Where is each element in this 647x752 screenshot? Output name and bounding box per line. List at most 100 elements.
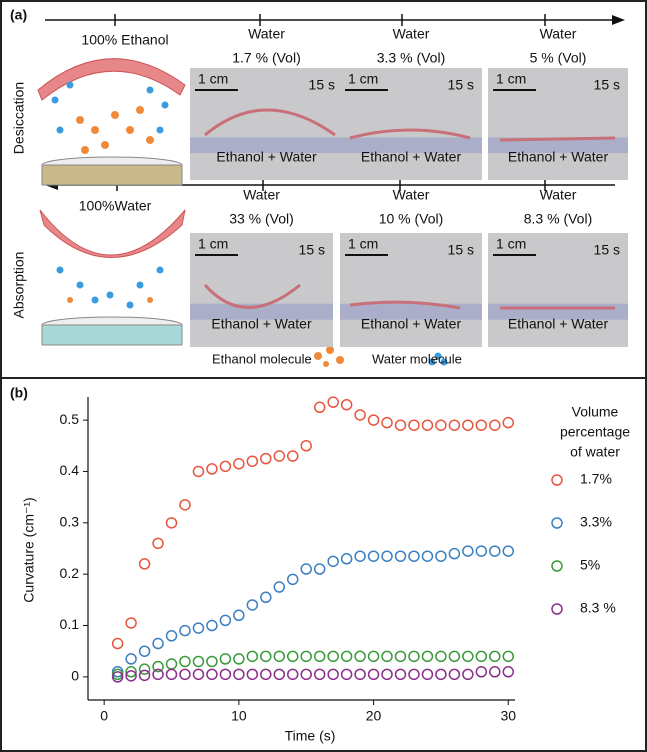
legend-title: percentage	[560, 424, 630, 440]
y-tick-label: 0.1	[60, 616, 80, 632]
data-point	[369, 551, 379, 561]
data-point	[207, 464, 217, 474]
data-point	[315, 564, 325, 574]
data-point	[288, 451, 298, 461]
volume-label: 5 % (Vol)	[530, 50, 587, 66]
data-point	[207, 656, 217, 666]
data-point	[503, 667, 513, 677]
scale-label: 1 cm	[198, 71, 228, 87]
arrow-head	[612, 15, 625, 25]
sample	[500, 138, 615, 140]
scale-label: 1 cm	[496, 71, 526, 87]
data-point	[396, 551, 406, 561]
data-point	[234, 669, 244, 679]
data-point	[342, 651, 352, 661]
data-point	[328, 651, 338, 661]
data-point	[355, 669, 365, 679]
data-point	[261, 651, 271, 661]
data-point	[247, 600, 257, 610]
data-point	[396, 669, 406, 679]
data-point	[180, 669, 190, 679]
data-point	[261, 454, 271, 464]
legend-title: Volume	[572, 404, 619, 420]
time-label: 15 s	[448, 77, 474, 93]
data-point	[490, 667, 500, 677]
data-point	[234, 654, 244, 664]
panel-label: (a)	[10, 7, 27, 23]
legend-label: 5%	[580, 557, 600, 573]
data-point	[422, 669, 432, 679]
data-point	[220, 669, 230, 679]
panel-label: (b)	[10, 385, 28, 401]
time-label: 15 s	[448, 242, 474, 258]
data-point	[476, 651, 486, 661]
water-label: Water	[540, 187, 577, 203]
figure: (a) 100% Ethanol Desiccation 100%Water A…	[0, 0, 647, 752]
caption: Ethanol + Water	[216, 149, 317, 165]
data-point	[301, 669, 311, 679]
water-label: Water	[393, 187, 430, 203]
y-tick-label: 0.2	[60, 565, 80, 581]
data-point	[382, 551, 392, 561]
data-point	[409, 420, 419, 430]
data-point	[436, 551, 446, 561]
data-point	[274, 451, 284, 461]
data-point	[503, 546, 513, 556]
caption: Ethanol + Water	[508, 316, 609, 332]
data-point	[126, 654, 136, 664]
caption: Ethanol + Water	[508, 149, 609, 165]
volume-label: 8.3 % (Vol)	[524, 211, 592, 227]
dish	[42, 165, 182, 185]
data-point	[382, 418, 392, 428]
data-point	[396, 420, 406, 430]
data-point	[328, 669, 338, 679]
data-point	[193, 466, 203, 476]
data-point	[436, 669, 446, 679]
data-point	[490, 651, 500, 661]
volume-label: 3.3 % (Vol)	[377, 50, 445, 66]
data-point	[422, 420, 432, 430]
time-label: 15 s	[594, 77, 620, 93]
start-label: 100% Ethanol	[81, 32, 168, 48]
water-label: Water	[243, 187, 280, 203]
data-point	[463, 546, 473, 556]
data-point	[247, 651, 257, 661]
data-point	[140, 559, 150, 569]
data-point	[382, 669, 392, 679]
data-point	[436, 651, 446, 661]
legend-label: 3.3%	[580, 514, 612, 530]
caption: Ethanol + Water	[361, 316, 462, 332]
data-point	[422, 651, 432, 661]
legend-label: Water molecule	[372, 351, 462, 366]
data-point	[369, 651, 379, 661]
data-point	[328, 397, 338, 407]
data-point	[274, 669, 284, 679]
data-point	[449, 420, 459, 430]
data-point	[396, 651, 406, 661]
x-tick-label: 30	[500, 708, 516, 724]
data-point	[436, 420, 446, 430]
data-point	[153, 639, 163, 649]
y-tick-label: 0.4	[60, 462, 80, 478]
data-point	[113, 639, 123, 649]
caption: Ethanol + Water	[361, 149, 462, 165]
legend-marker	[552, 518, 562, 528]
data-point	[153, 669, 163, 679]
side-label: Absorption	[11, 252, 27, 319]
data-point	[490, 420, 500, 430]
data-point	[315, 651, 325, 661]
data-point	[234, 610, 244, 620]
data-point	[167, 669, 177, 679]
data-point	[140, 670, 150, 680]
data-point	[301, 441, 311, 451]
data-point	[342, 554, 352, 564]
data-point	[449, 549, 459, 559]
data-point	[409, 669, 419, 679]
scale-label: 1 cm	[198, 236, 228, 252]
data-point	[355, 551, 365, 561]
data-point	[409, 651, 419, 661]
data-point	[180, 656, 190, 666]
data-point	[409, 551, 419, 561]
data-point	[315, 669, 325, 679]
side-label: Desiccation	[11, 82, 27, 154]
